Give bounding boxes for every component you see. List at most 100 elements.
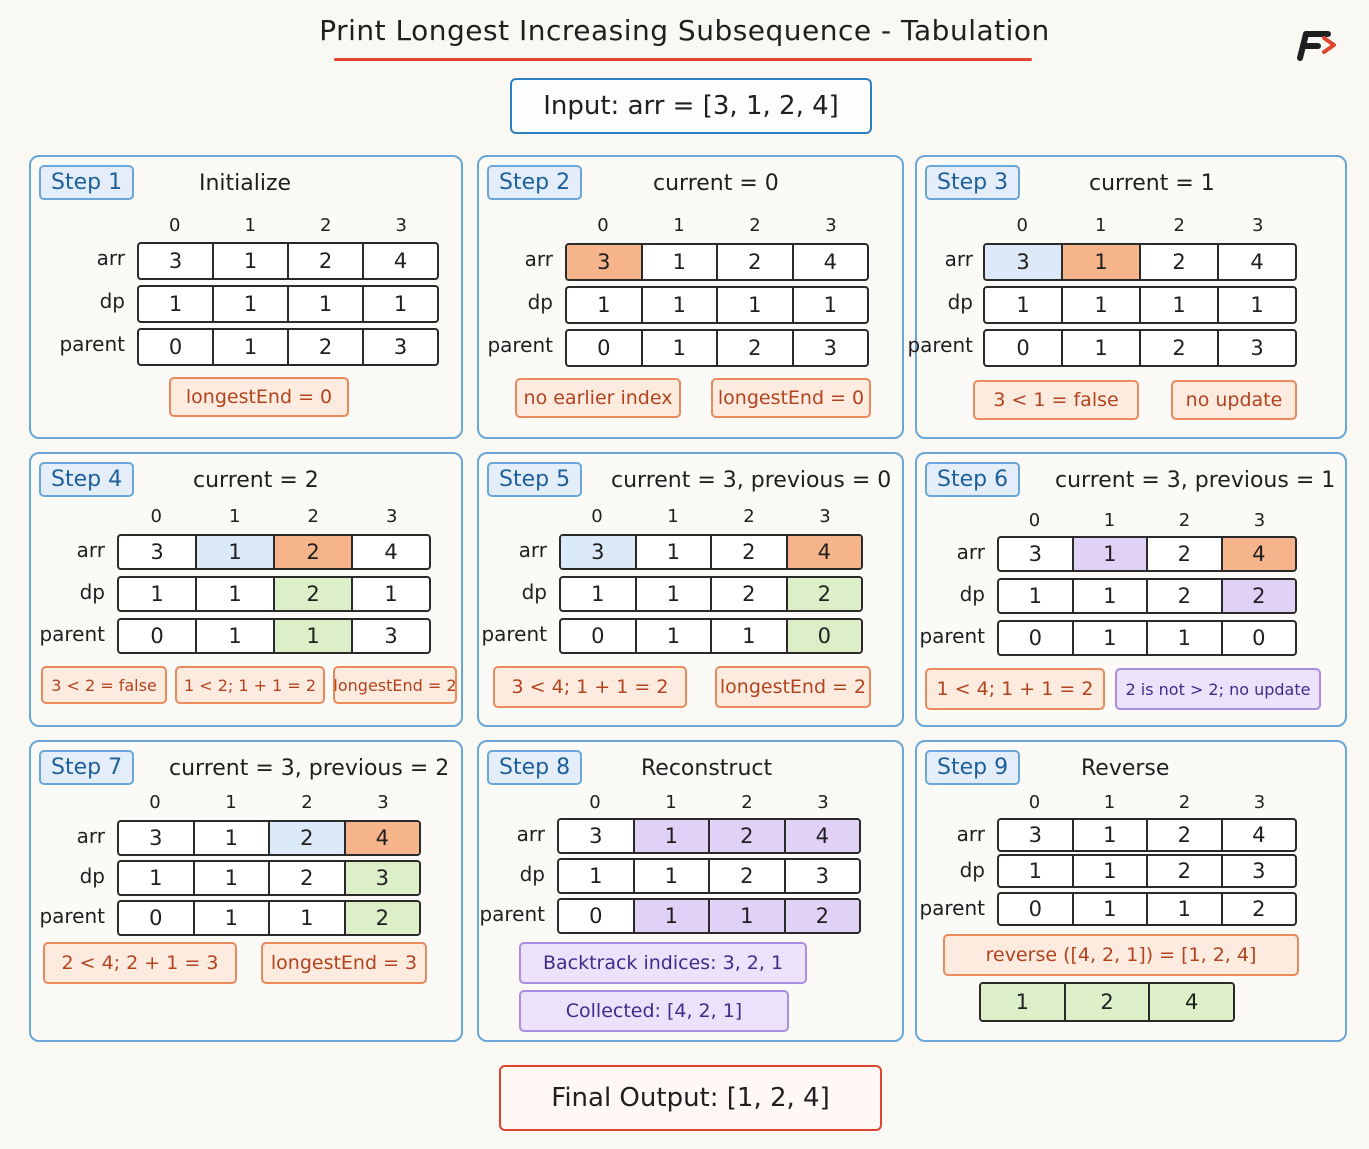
row-label-arr: arr	[944, 247, 973, 271]
index-label: 3	[1253, 510, 1266, 531]
arr-cell: 2	[289, 244, 364, 278]
index-row: 0 1 2 3	[565, 215, 869, 236]
dp-cell: 2	[787, 578, 861, 610]
row-label-arr: arr	[76, 824, 105, 848]
step-badge: Step 5	[487, 462, 583, 497]
step-badge: Step 2	[487, 165, 583, 200]
index-label: 2	[1178, 792, 1191, 813]
dp-cell: 1	[119, 578, 197, 610]
parent-cell: 2	[289, 330, 364, 364]
parent-cell: 0	[999, 622, 1074, 654]
index-row: 0 1 2 3	[997, 792, 1297, 813]
arr-cell: 4	[1222, 538, 1295, 570]
row-label-parent: parent	[39, 622, 105, 646]
parent-cell: 0	[561, 620, 637, 652]
arr-cell: 4	[785, 820, 859, 852]
index-label: 2	[1173, 215, 1185, 236]
parent-cell: 3	[393, 335, 408, 359]
dp-cell: 1	[139, 287, 214, 321]
parent-cell: 0	[787, 620, 861, 652]
parent-cell: 1	[1074, 894, 1148, 924]
dp-cell: 3	[345, 862, 419, 894]
arr-cell: 3	[559, 820, 635, 852]
row-label-parent: parent	[907, 333, 973, 357]
arr-cell: 2	[270, 822, 346, 854]
step-panel: Step 5 current = 3, previous = 0 0 1 2 3 arr 3 1…	[477, 452, 904, 727]
dp-cell: 1	[384, 582, 398, 606]
index-label: 2	[320, 215, 332, 236]
parent-cell: 1	[275, 620, 353, 652]
row-label-dp: dp	[959, 582, 985, 606]
index-row: 0 1 2 3	[983, 215, 1297, 236]
note-tag: longestEnd = 0	[711, 378, 871, 418]
step-badge: Step 6	[925, 462, 1021, 497]
index-label: 3	[395, 215, 407, 236]
result-cell: 2	[1065, 984, 1151, 1020]
index-label: 0	[597, 215, 609, 236]
index-label: 0	[589, 792, 601, 813]
arr-cell: 1	[214, 244, 289, 278]
arr-cell: 3	[139, 244, 214, 278]
parent-cell: 2	[1252, 897, 1266, 921]
arr-cell: 1	[1063, 245, 1141, 279]
step-panel: Step 1 Initialize 0 1 2 3 arr 3 1 2 4 dp 1 1 1 1 parent 0…	[29, 155, 463, 439]
note-tag: no update	[1171, 380, 1297, 420]
index-label: 3	[825, 215, 837, 236]
index-label: 1	[1095, 215, 1107, 236]
parent-cell: 1	[712, 620, 788, 652]
step-panel: Step 8 Reconstruct 0 1 2 3 arr 3 1 2 4 dp 1 1 2 3 parent…	[477, 740, 904, 1042]
parent-cell: 1	[637, 620, 712, 652]
arr-cell: 2	[275, 536, 353, 568]
arr-cell: 4	[1250, 250, 1264, 274]
dp-cell: 1	[1250, 293, 1264, 317]
index-label: 1	[1103, 510, 1116, 531]
index-label: 1	[667, 506, 679, 527]
arr-cell: 2	[718, 245, 794, 279]
row-label-arr: arr	[956, 540, 985, 564]
dp-cell: 1	[1074, 580, 1148, 612]
arr-cell: 4	[393, 249, 408, 273]
dp-cell: 1	[559, 860, 635, 892]
parent-cell: 1	[634, 900, 710, 932]
note-tag: Backtrack indices: 3, 2, 1	[519, 942, 807, 984]
arr-cell: 4	[384, 540, 398, 564]
index-label: 0	[149, 792, 161, 813]
step-heading: current = 3, previous = 0	[611, 468, 892, 493]
step-panel: Step 6 current = 3, previous = 1 0 1 2 3 arr 3 1…	[915, 452, 1347, 727]
note-tag: longestEnd = 2	[333, 666, 457, 704]
row-label-dp: dp	[959, 858, 985, 882]
dp-cell: 1	[1063, 288, 1141, 322]
page-title: Print Longest Increasing Subsequence - T…	[319, 14, 1050, 47]
parent-cell: 0	[1252, 626, 1266, 650]
step-heading: current = 3, previous = 2	[169, 756, 450, 781]
index-label: 0	[169, 215, 181, 236]
arr-cell: 2	[712, 536, 788, 568]
row-label-parent: parent	[479, 902, 545, 926]
row-label-parent: parent	[919, 896, 985, 920]
parent-cell: 0	[139, 330, 214, 364]
arr-cell: 3	[561, 536, 637, 568]
index-row: 0 1 2 3	[557, 792, 861, 813]
dp-cell: 1	[637, 578, 712, 610]
index-label: 2	[743, 506, 755, 527]
arr-cell: 4	[787, 536, 861, 568]
index-label: 3	[386, 506, 398, 527]
step-panel: Step 7 current = 3, previous = 2 0 1 2 3 arr 3 1…	[29, 740, 463, 1042]
parent-cell: 1	[214, 330, 289, 364]
arr-cell: 1	[637, 536, 712, 568]
dp-cell: 2	[275, 578, 353, 610]
arr-cell: 3	[567, 245, 643, 279]
index-label: 3	[377, 792, 389, 813]
parent-cell: 3	[823, 336, 837, 360]
parent-cell: 1	[195, 902, 270, 934]
parent-cell: 1	[270, 902, 346, 934]
